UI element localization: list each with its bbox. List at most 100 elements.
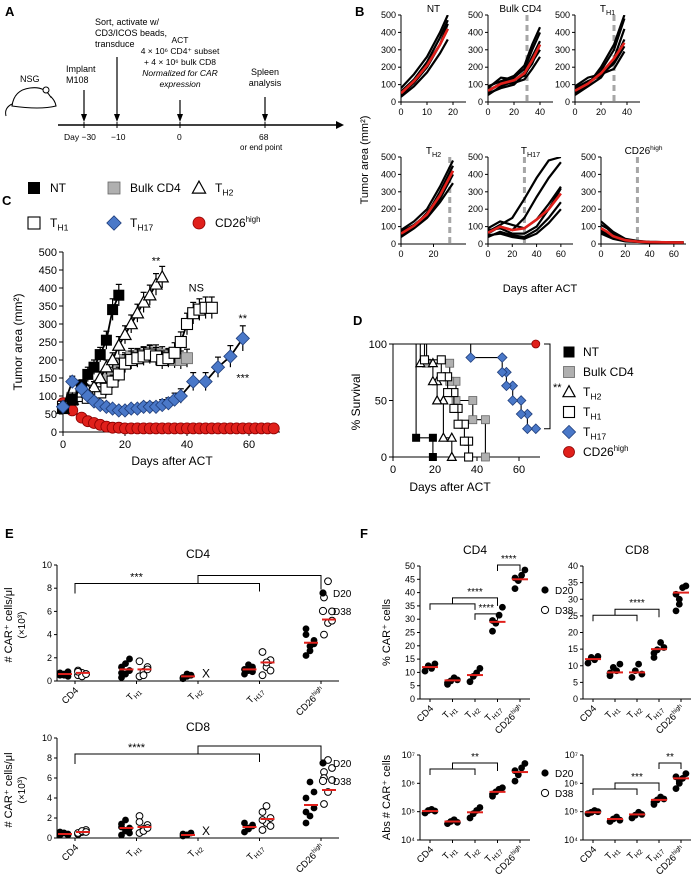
- d-legend-label: Bulk CD4: [583, 365, 634, 379]
- b-x-tick-label: 40: [622, 107, 632, 117]
- label-sup: high: [614, 444, 629, 453]
- f-bracket: [614, 608, 660, 618]
- label-main: NT: [583, 345, 600, 359]
- e-y-axis-label: # CAR⁺ cells/μl: [3, 587, 15, 662]
- c-y-tick-label: 250: [39, 337, 57, 349]
- f-x-tick-label: CD4: [578, 844, 599, 865]
- label-sub: H2: [471, 848, 482, 859]
- label-main: CD26: [583, 445, 614, 459]
- f-data-point: [675, 777, 683, 785]
- e-d20-point: [122, 816, 129, 824]
- f-data-point: [672, 785, 680, 793]
- b-x-axis-label: Days after ACT: [503, 283, 578, 295]
- e-d20-point: [310, 804, 318, 812]
- d-x-tick-label: 20: [429, 464, 441, 476]
- label-main: T: [600, 4, 606, 15]
- d-legend-label: TH2: [583, 385, 602, 402]
- label-sup: high: [671, 702, 685, 716]
- f-bracket: [452, 597, 498, 606]
- label-main: CD4: [60, 685, 81, 706]
- label-sub: H2: [194, 846, 205, 857]
- f-y-tick-label: 5: [573, 677, 578, 687]
- e-d38-point: [135, 657, 144, 666]
- label-main: T: [521, 146, 527, 157]
- d-legend-label: CD26high: [583, 444, 628, 459]
- c-data-point: [174, 335, 187, 349]
- f-x-tick-label: CD4: [415, 844, 436, 865]
- f-bracket: [592, 788, 638, 795]
- b-y-tick-label: 300: [581, 187, 596, 197]
- e-subplot: 0 2 4 6 8 10 CD8 # CAR⁺ cells/μl (×10³) CD4 TH1 TH2…: [3, 720, 339, 876]
- b-subplot: 0 100 200 300 400 500 0 20 TH2: [381, 146, 466, 259]
- d-significance-bracket: [544, 343, 551, 430]
- d-legend-marker: [561, 424, 577, 440]
- f-y-tick-label: 25: [568, 611, 578, 621]
- e-d20-point: [302, 819, 310, 827]
- e-y-tick-label: 0: [47, 676, 52, 686]
- label-main: NT: [427, 4, 440, 15]
- f-x-tick-label: TH1: [441, 844, 461, 864]
- f-legend-d38-marker: [540, 788, 550, 798]
- b-y-tick-label: 400: [555, 27, 570, 37]
- c-legend-marker: [27, 216, 41, 230]
- e-legend-d20: D20: [333, 759, 352, 770]
- b-x-tick-label: 20: [448, 107, 458, 117]
- e-y-axis-label: # CAR⁺ cells/μl: [3, 752, 15, 827]
- label-sub: H2: [590, 392, 601, 402]
- d-event-marker: [501, 380, 512, 392]
- b-x-tick-label: 20: [509, 107, 519, 117]
- b-subplot-title: TH17: [521, 146, 540, 159]
- f-y-tick-label: 10⁶: [564, 778, 578, 788]
- d-event-marker: [449, 403, 459, 413]
- c-y-tick-label: 350: [39, 301, 57, 313]
- c-y-tick-label: 500: [39, 247, 57, 259]
- b-plot-area: [488, 15, 542, 102]
- f-bracket: [592, 614, 638, 622]
- d-event-marker: [515, 395, 527, 406]
- label-main: CD4: [415, 703, 436, 724]
- e-d20-point: [306, 647, 314, 655]
- d-event-marker: [443, 388, 453, 398]
- label-sup: high: [510, 702, 524, 716]
- b-mouse-curve: [488, 201, 562, 239]
- c-series: [55, 265, 170, 414]
- d-event-marker: [451, 396, 461, 405]
- f-y-tick-label: 10⁷: [402, 750, 415, 760]
- event-sort-label: transduce: [95, 39, 135, 49]
- e-y-tick-label: 10: [42, 560, 52, 570]
- c-y-axis-label: Tumor area (mm²): [11, 294, 25, 391]
- label-sub: H1: [57, 223, 68, 233]
- e-d20-point: [310, 640, 318, 648]
- f-data-point: [650, 649, 658, 657]
- b-x-tick-label: 40: [645, 249, 655, 259]
- event-arrowhead-icon: [177, 114, 183, 122]
- e-x-tick-label: TH2: [186, 685, 206, 705]
- f-x-tick-label: TH2: [625, 703, 645, 723]
- e-d38-point: [258, 826, 267, 834]
- e-d20-point: [302, 631, 310, 638]
- c-data-point: [82, 368, 94, 380]
- label-main: T: [583, 405, 591, 419]
- f-significance: ****: [478, 603, 494, 614]
- e-legend-d20-marker: [319, 759, 327, 767]
- e-d38-point: [135, 818, 144, 826]
- f-data-point: [489, 617, 496, 624]
- event-act-label: expression: [159, 79, 200, 89]
- e-d38-point: [266, 666, 275, 675]
- label-sub: H1: [449, 707, 460, 718]
- e-bracket: [197, 575, 322, 590]
- d-event-marker: [436, 355, 446, 365]
- e-d38-point: [324, 577, 332, 586]
- e-d20-point: [126, 667, 133, 674]
- b-y-tick-label: 200: [381, 62, 396, 72]
- e-y-axis-label: (×10³): [17, 777, 28, 804]
- e-legend-d38-marker: [318, 776, 328, 786]
- c-data-point: [142, 287, 157, 301]
- c-x-tick-label: 0: [60, 439, 66, 451]
- label-main: T: [583, 385, 591, 399]
- event-arrowhead-icon: [81, 114, 87, 122]
